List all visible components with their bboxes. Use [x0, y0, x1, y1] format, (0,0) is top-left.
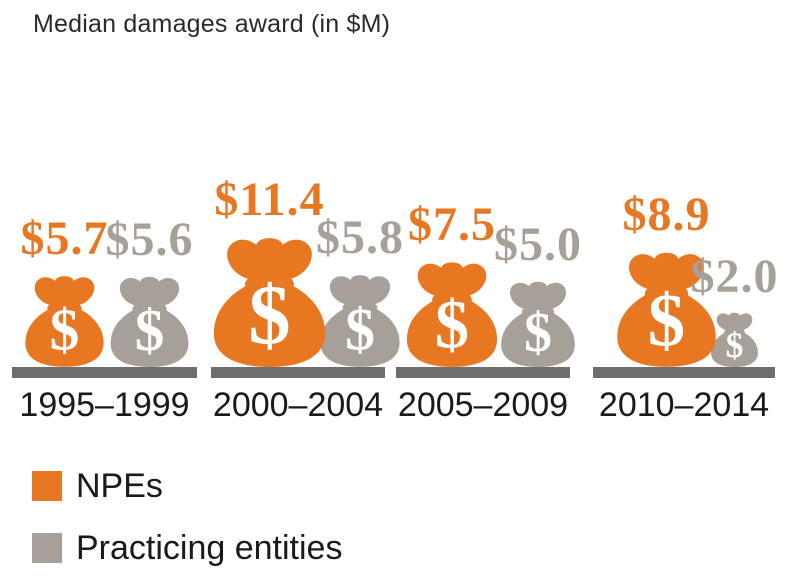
legend-label-practicing-entities: Practicing entities: [76, 528, 343, 567]
money-bag-npe-icon: $: [613, 249, 720, 367]
money-bag-practicing-icon: $: [498, 279, 578, 367]
money-bag-npe-icon: $: [22, 273, 107, 367]
money-bag-practicing-icon: $: [709, 311, 760, 367]
value-label-npe: $11.4: [214, 172, 325, 226]
dollar-sign-glyph: $: [524, 302, 552, 364]
legend-swatch-npes-icon: [32, 470, 62, 501]
chart-title: Median damages award (in $M): [33, 10, 391, 38]
value-label-practicing: $5.8: [316, 210, 404, 264]
value-label-practicing: $5.0: [494, 217, 582, 271]
chart-group: $ $ $5.7 $5.6 1995–1999: [12, 43, 197, 427]
plot-area: $ $ $8.9 $2.0: [593, 43, 778, 367]
category-label: 1995–1999: [19, 385, 190, 424]
legend-label-npes: NPEs: [76, 466, 163, 505]
chart-group: $ $ $7.5 $5.0 2005–2009: [396, 43, 581, 427]
dollar-sign-glyph: $: [726, 325, 744, 365]
baseline-bar: [12, 366, 197, 378]
plot-area: $ $ $7.5 $5.0: [396, 43, 581, 367]
value-label-npe: $7.5: [408, 197, 496, 251]
money-bag-practicing-icon: $: [317, 272, 403, 367]
dollar-sign-glyph: $: [648, 279, 685, 362]
baseline-bar: [593, 366, 775, 378]
baseline-bar: [396, 366, 570, 378]
dollar-sign-glyph: $: [50, 297, 80, 363]
category-label: 2005–2009: [397, 385, 569, 424]
category-label: 2010–2014: [598, 385, 770, 424]
value-label-practicing: $5.6: [105, 212, 194, 266]
dollar-sign-glyph: $: [248, 269, 290, 362]
value-label-npe: $8.9: [622, 187, 711, 241]
legend-item-practicing-entities: Practicing entities: [32, 528, 800, 567]
dollar-sign-glyph: $: [345, 296, 375, 363]
value-label-npe: $5.7: [20, 211, 109, 265]
plot-area: $ $ $5.7 $5.6: [12, 43, 197, 367]
chart: $ $ $5.7 $5.6 1995–1999 $ $ $11.4 $5.8 2000–2004 $…: [0, 43, 800, 427]
dollar-sign-glyph: $: [135, 297, 165, 363]
chart-group: $ $ $8.9 $2.0 2010–2014: [593, 43, 778, 427]
legend-item-npes: NPEs: [32, 466, 800, 505]
plot-area: $ $ $11.4 $5.8: [209, 43, 403, 367]
value-label-practicing: $2.0: [690, 249, 779, 303]
legend: NPEs Practicing entities: [32, 466, 800, 567]
baseline-bar: [211, 366, 385, 378]
money-bag-practicing-icon: $: [107, 274, 192, 367]
dollar-sign-glyph: $: [435, 286, 469, 362]
category-label: 2000–2004: [212, 385, 384, 424]
legend-swatch-practicing-entities-icon: [32, 532, 62, 563]
money-bag-npe-icon: $: [209, 234, 330, 367]
money-bag-npe-icon: $: [403, 259, 501, 367]
chart-group: $ $ $11.4 $5.8 2000–2004: [209, 43, 403, 427]
